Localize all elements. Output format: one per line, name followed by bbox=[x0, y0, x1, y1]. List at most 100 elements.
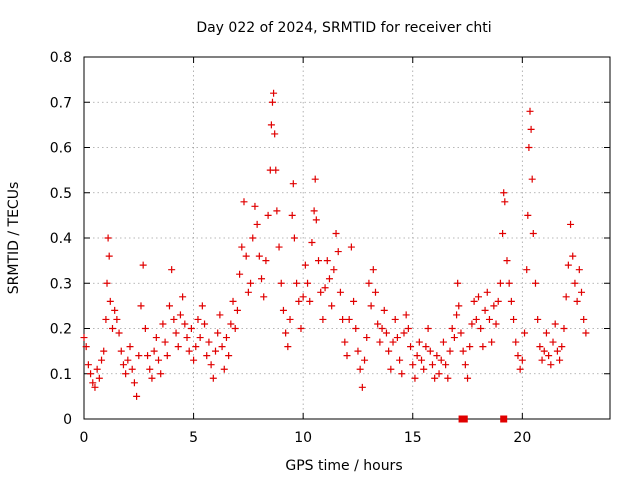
data-point bbox=[290, 234, 298, 242]
data-point bbox=[172, 329, 180, 337]
data-point bbox=[190, 356, 198, 364]
data-point bbox=[580, 315, 588, 323]
data-point bbox=[374, 320, 382, 328]
data-point bbox=[435, 370, 443, 378]
y-axis-title: SRMTID / TECUs bbox=[6, 182, 22, 295]
data-point bbox=[547, 361, 555, 369]
data-point bbox=[531, 279, 539, 287]
data-point bbox=[124, 356, 132, 364]
data-point bbox=[560, 325, 568, 332]
data-point bbox=[163, 352, 171, 360]
data-point bbox=[391, 315, 399, 323]
data-point bbox=[385, 347, 393, 355]
data-point bbox=[174, 343, 182, 351]
data-point bbox=[231, 325, 239, 332]
data-point bbox=[341, 338, 349, 346]
data-point bbox=[168, 266, 176, 274]
data-point bbox=[369, 266, 377, 274]
data-point bbox=[512, 338, 520, 346]
data-point bbox=[315, 257, 323, 265]
data-point bbox=[240, 198, 248, 206]
data-point bbox=[526, 107, 534, 115]
data-point bbox=[122, 370, 130, 378]
data-point bbox=[185, 347, 193, 355]
data-point bbox=[455, 302, 463, 310]
data-point bbox=[271, 130, 279, 138]
data-point bbox=[157, 370, 165, 378]
data-point bbox=[492, 320, 500, 328]
data-point bbox=[350, 297, 358, 305]
data-point bbox=[356, 365, 364, 373]
data-point bbox=[409, 361, 417, 369]
data-point bbox=[363, 334, 371, 342]
data-point bbox=[146, 365, 154, 373]
data-point bbox=[222, 334, 230, 342]
data-point bbox=[249, 234, 257, 242]
data-point bbox=[521, 329, 529, 337]
y-tick-label: 0.1 bbox=[50, 367, 72, 383]
data-point bbox=[272, 166, 280, 174]
data-point bbox=[161, 338, 169, 346]
data-point bbox=[225, 352, 233, 360]
y-tick-label: 0.8 bbox=[50, 50, 72, 66]
data-point bbox=[279, 306, 287, 314]
data-point bbox=[524, 211, 532, 219]
data-point bbox=[542, 329, 550, 337]
data-point bbox=[229, 297, 237, 305]
data-point bbox=[273, 207, 281, 215]
data-point bbox=[575, 266, 583, 274]
data-point bbox=[267, 121, 275, 129]
data-point bbox=[95, 374, 103, 382]
data-point bbox=[479, 343, 487, 351]
data-point bbox=[288, 211, 296, 219]
data-point bbox=[461, 361, 469, 369]
data-point bbox=[500, 189, 508, 197]
chart-title: Day 022 of 2024, SRMTID for receiver cht… bbox=[196, 20, 491, 36]
data-point bbox=[247, 279, 255, 287]
data-point bbox=[238, 243, 246, 251]
data-point bbox=[387, 365, 395, 373]
data-point bbox=[582, 329, 590, 337]
data-point bbox=[538, 356, 546, 364]
x-axis-title: GPS time / hours bbox=[285, 458, 402, 474]
data-point bbox=[212, 347, 219, 355]
data-point bbox=[170, 315, 178, 323]
data-point bbox=[244, 288, 252, 296]
data-point bbox=[453, 311, 461, 319]
data-point bbox=[258, 275, 266, 283]
data-point bbox=[141, 325, 149, 332]
data-point bbox=[578, 288, 586, 296]
data-point bbox=[545, 352, 553, 360]
data-point bbox=[439, 338, 447, 346]
data-point bbox=[130, 379, 138, 387]
data-point bbox=[398, 370, 406, 378]
data-point bbox=[181, 320, 189, 328]
data-point bbox=[165, 302, 173, 310]
data-point bbox=[192, 343, 200, 351]
data-point bbox=[251, 202, 259, 210]
data-point bbox=[82, 343, 90, 351]
data-point bbox=[415, 338, 423, 346]
y-tick-label: 0.6 bbox=[50, 141, 72, 157]
data-point bbox=[80, 334, 88, 342]
data-point bbox=[382, 329, 390, 337]
data-point bbox=[209, 374, 217, 382]
data-point bbox=[354, 347, 362, 355]
data-point bbox=[115, 329, 123, 337]
data-point bbox=[270, 89, 278, 97]
data-point bbox=[505, 279, 513, 287]
data-point bbox=[293, 279, 301, 287]
data-point bbox=[106, 297, 114, 305]
data-point bbox=[556, 356, 564, 364]
data-point bbox=[214, 329, 222, 337]
data-point bbox=[507, 297, 515, 305]
data-point bbox=[562, 293, 570, 301]
y-tick-label: 0.7 bbox=[50, 95, 72, 111]
data-point bbox=[376, 338, 384, 346]
data-point bbox=[396, 356, 404, 364]
data-point bbox=[347, 243, 355, 251]
data-point bbox=[330, 266, 338, 274]
data-point bbox=[253, 220, 261, 228]
data-point bbox=[198, 302, 206, 310]
data-point bbox=[179, 293, 187, 301]
